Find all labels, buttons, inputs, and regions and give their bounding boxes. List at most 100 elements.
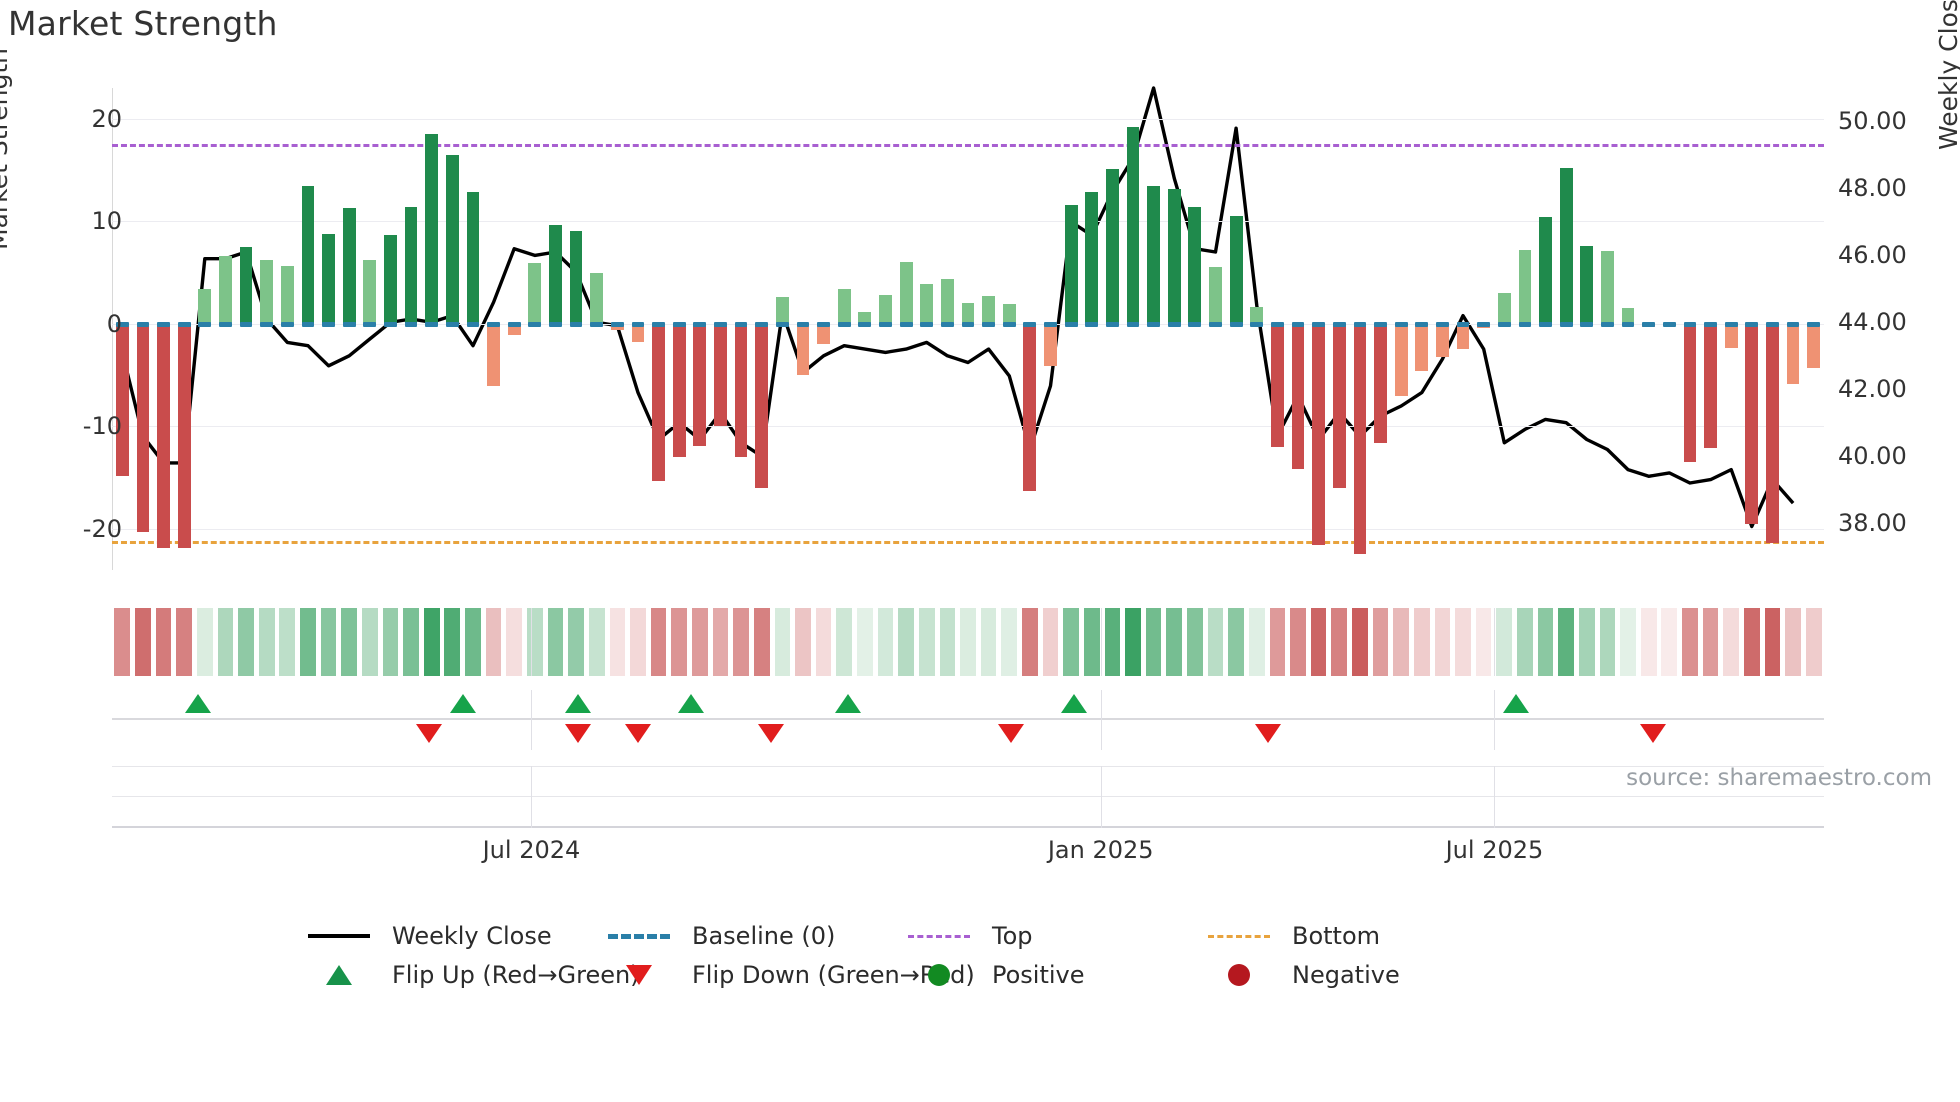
legend-item-label: Weekly Close [392,922,552,950]
strength-bar [1497,293,1511,324]
heatmap-cell [857,608,873,676]
strength-bar [1332,323,1346,488]
baseline-segment [982,321,995,327]
strength-bar [177,323,191,549]
baseline-segment [1436,321,1449,327]
baseline-segment [404,321,418,327]
heatmap-cell [1743,608,1760,676]
strength-bar [1271,323,1284,447]
baseline-segment [1683,321,1697,327]
strength-bar [1023,323,1037,492]
heatmap-cell [918,608,935,676]
baseline-segment [1745,321,1759,327]
heatmap-cell [258,608,275,676]
strength-bar [425,134,439,324]
flip-down-marker-icon [997,724,1024,743]
heatmap-cell [1104,608,1121,676]
baseline-segment [1250,321,1264,327]
baseline-segment [1601,321,1614,327]
flip-up-icon [326,965,352,985]
baseline-segment [1766,321,1779,327]
strength-bar [363,260,377,324]
baseline-segment [1167,321,1181,327]
baseline-segment [879,321,892,327]
strength-bar [384,234,397,324]
heatmap-cell [1372,608,1389,676]
baseline-segment [1188,321,1202,327]
strength-bar [610,323,624,330]
heatmap-cell [135,608,151,676]
legend-item[interactable]: Flip Down (Green→Red) [600,961,975,989]
baseline-segment [1085,321,1099,327]
strength-bar [260,260,274,324]
legend-item[interactable]: Negative [1200,961,1400,989]
legend-item[interactable]: Bottom [1200,922,1380,950]
baseline-segment [1291,321,1305,327]
heatmap-cell [1145,608,1162,676]
strength-bar [115,323,129,476]
strength-bar [1250,307,1264,324]
baseline-segment [1539,321,1552,327]
heatmap-cell [1248,608,1265,676]
heatmap-cell [1537,608,1554,676]
heatmap-cell [1001,608,1018,676]
legend-item[interactable]: Positive [900,961,1085,989]
baseline-segment [528,321,542,327]
heatmap-cell [1083,608,1100,676]
strength-bar [1683,323,1697,463]
baseline-segment [280,321,294,327]
baseline-segment [610,321,624,327]
baseline-segment [1209,321,1222,327]
heatmap-cell [1640,608,1657,676]
strength-bar [1724,323,1738,349]
legend-item[interactable]: Baseline (0) [600,922,835,950]
heatmap-cell [423,608,440,676]
baseline-segment [157,321,170,327]
legend-item-label: Flip Down (Green→Red) [692,961,975,989]
strength-bar [899,262,913,324]
strength-bar [837,289,851,324]
legend-item[interactable]: Top [900,922,1033,950]
heatmap-cell [753,608,770,676]
strength-bar [136,323,150,533]
heatmap-cell [300,608,316,676]
gridline-y--10 [112,426,1824,428]
heatmap-cell [630,608,646,676]
legend-item[interactable]: Flip Up (Red→Green) [300,961,640,989]
heatmap-cell [382,608,399,676]
baseline-segment [1064,321,1078,327]
strength-bar [1167,188,1181,324]
baseline-segment [1394,321,1408,327]
baseline-segment [425,321,439,327]
strength-bar [1085,191,1099,324]
baseline-segment [1271,321,1284,327]
heatmap-cell [506,608,523,676]
flip-up-marker-icon [184,694,211,713]
strength-bar [631,323,645,343]
left-axis-tick: -20 [82,514,122,543]
baseline-segment [1662,321,1676,327]
flip-up-marker-icon [449,694,476,713]
heatmap-cell [939,608,956,676]
flip-up-marker-icon [564,694,591,713]
strength-bar [404,206,418,324]
baseline-segment [1044,321,1057,327]
legend-item[interactable]: Weekly Close [300,922,552,950]
baseline-segment [1807,321,1821,327]
heatmap-cell [444,608,461,676]
heatmap-cell [238,608,254,676]
x-tick-mark [531,690,533,750]
heatmap-cell [588,608,605,676]
heatmap-cell [671,608,688,676]
strength-bar [1539,217,1552,324]
strength-bar [672,323,686,458]
heatmap-cell [1022,608,1038,676]
baseline-segment [1456,321,1470,327]
heatmap-cell [733,608,749,676]
strength-bar [1105,169,1119,324]
lower-rule-2 [112,796,1824,797]
weekly-close-swatch-icon [308,934,370,938]
baseline-segment [590,321,604,327]
baseline-segment [1374,321,1387,327]
